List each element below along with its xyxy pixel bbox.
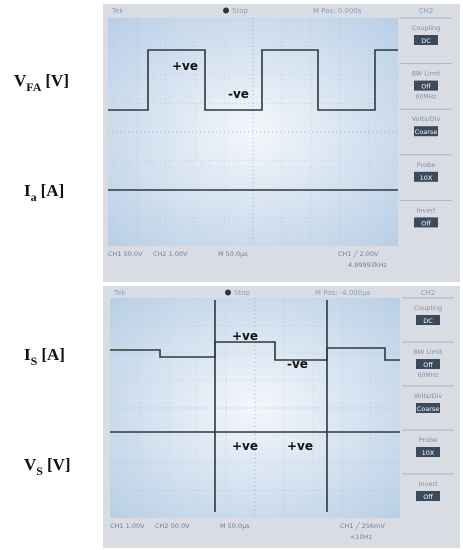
menu-note: 60MHz [416,94,436,101]
menu-value: DC [421,37,431,45]
menu-title: Volts/Div [414,392,443,400]
label-unit: [V] [45,71,69,90]
label-sub: FA [26,80,41,94]
menu-value-box [416,447,440,457]
label-main: V [24,455,37,474]
header-state: Stop [232,7,248,15]
status-dot [225,289,231,296]
annotation: +ve [232,439,258,453]
menu-value-box [414,217,438,228]
label-main: I [24,181,31,200]
menu-value-box [414,126,438,137]
menu-value: DC [423,317,433,325]
menu-value-box [414,171,438,182]
footer-timebase: M 50.0µs [220,522,250,530]
footer-trigger: CH1 ╱ 2.00V [338,249,379,258]
annotation: +ve [232,329,258,343]
footer-trigger: CH1 ╱ 256mV [340,521,385,530]
menu-value-box [416,359,440,369]
footer-frequency: <10Hz [350,533,373,541]
waveform [110,341,400,361]
label-sub: S [36,464,43,478]
signal-label: VS [V] [24,455,71,478]
waveform [108,49,398,111]
menu-title: Probe [419,436,437,444]
status-dot [223,7,229,14]
label-sub: S [31,354,38,368]
label-unit: [A] [41,345,65,364]
signal-label: VFA [V] [14,71,69,94]
footer-ch2: CH2 50.0V [155,522,190,530]
menu-title: Coupling [412,24,441,32]
footer-frequency: 4.99993kHz [348,261,388,269]
header-channel: CH2 [419,7,434,15]
annotation: +ve [287,439,313,453]
menu-title: Invert [416,206,436,214]
menu-title: Coupling [414,304,443,312]
menu-value-box [416,403,440,413]
header-state: Stop [234,289,250,297]
menu-title: BW Limit [412,70,441,78]
header-channel: CH2 [421,289,436,297]
menu-title: Invert [418,480,438,488]
footer-timebase: M 50.0µs [218,250,248,258]
menu-title: BW Limit [414,348,443,356]
header-position: M Pos: 0.000s [313,7,362,15]
menu-value: Off [423,493,433,501]
annotation: -ve [228,87,249,101]
header-brand: Tek [113,289,126,297]
menu-value: Off [423,361,433,369]
header-brand: Tek [111,7,124,15]
menu-value-box [416,491,440,501]
footer-ch1: CH1 50.0V [108,250,143,258]
header-position: M Pos: -4.000µs [315,289,371,297]
signal-label: IS [A] [24,345,65,368]
footer-ch2: CH2 1.00V [153,250,188,258]
menu-title: Probe [417,161,435,169]
menu-value: Coarse [415,128,438,136]
label-main: I [24,345,31,364]
menu-value-box [416,315,440,325]
menu-value-box [414,80,438,91]
menu-value: 10X [422,449,435,457]
signal-label: Ia [A] [24,181,64,204]
menu-value: Off [421,219,431,227]
menu-value: 10X [420,174,433,182]
label-sub: a [31,190,37,204]
waveform [214,300,328,512]
footer-ch1: CH1 1.00V [110,522,145,530]
label-unit: [V] [47,455,71,474]
menu-note: 60MHz [418,372,438,379]
menu-value-box [414,35,438,45]
menu-title: Volts/Div [412,115,441,123]
label-main: V [14,71,27,90]
label-unit: [A] [41,181,65,200]
annotation: +ve [172,59,198,73]
menu-value: Coarse [417,405,440,413]
annotation: -ve [287,357,308,371]
menu-value: Off [421,83,431,91]
